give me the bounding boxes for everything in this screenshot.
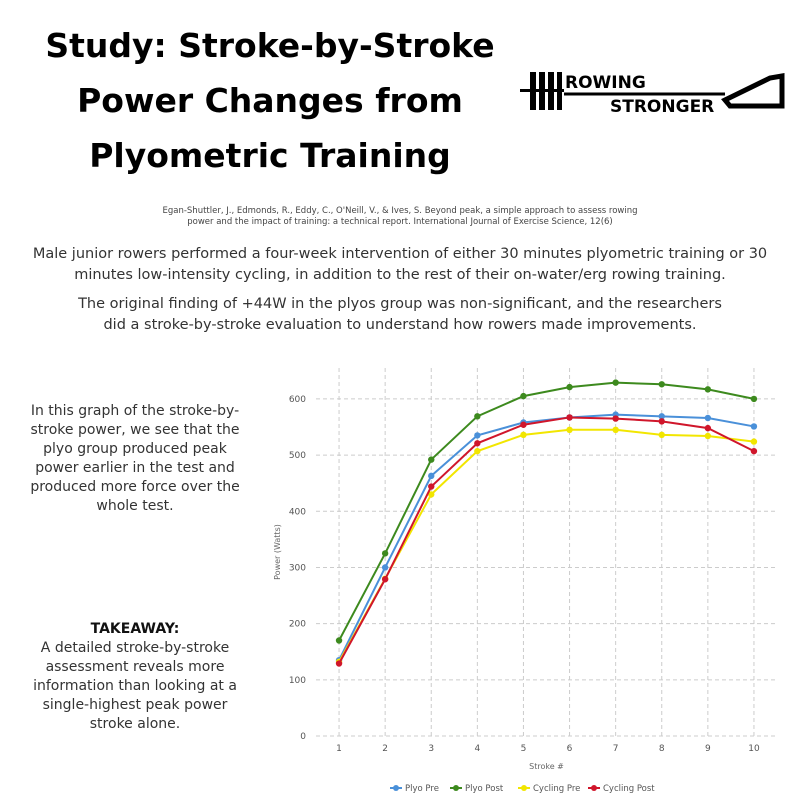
data-point: [520, 392, 527, 400]
y-tick-label: 500: [289, 451, 306, 461]
data-point: [750, 447, 758, 455]
data-point: [658, 381, 665, 388]
legend-item: Cycling Post: [588, 784, 655, 794]
x-tick-label: 7: [613, 744, 619, 754]
legend-swatch: [453, 785, 459, 791]
data-point: [566, 426, 573, 434]
x-tick-label: 8: [659, 744, 665, 754]
x-tick-label: 4: [474, 744, 480, 754]
data-point: [658, 413, 665, 420]
data-point: [612, 379, 619, 386]
logo: ROWING STRONGER: [520, 72, 785, 117]
data-point: [612, 415, 619, 422]
logo-text: ROWING: [565, 73, 646, 93]
logo-text: STRONGER: [610, 97, 714, 117]
paragraph: The original finding of +44W in the plyo…: [78, 296, 722, 333]
side-text: In this graph of the stroke-by-stroke po…: [30, 403, 240, 514]
title: Study: Stroke-by-Stroke Power Changes fr…: [20, 18, 520, 183]
data-point: [704, 432, 712, 440]
x-tick-label: 3: [428, 744, 434, 754]
y-tick-label: 300: [289, 563, 306, 573]
legend-swatch: [521, 785, 527, 791]
data-point: [566, 414, 573, 421]
x-axis-label: Stroke #: [529, 762, 564, 771]
x-tick-label: 5: [521, 744, 527, 754]
legend-swatch: [591, 785, 597, 791]
x-tick-label: 2: [382, 744, 388, 754]
takeaway-text: A detailed stroke-by-stroke assessment r…: [33, 640, 237, 732]
legend-swatch: [393, 785, 399, 791]
data-point: [381, 550, 389, 557]
chart: 0 100 200 300 400 500 600 1 2 3 4 5 6 7 8 9 10 Stroke # Po…: [273, 368, 777, 794]
data-point: [704, 424, 712, 432]
y-tick-label: 100: [289, 676, 306, 686]
data-point: [658, 431, 665, 439]
x-tick-label: 6: [567, 744, 573, 754]
legend-label: Plyo Post: [465, 784, 504, 794]
series-line: [338, 381, 755, 641]
data-point: [750, 395, 758, 403]
logo-bar: [520, 89, 564, 92]
y-tick-label: 200: [289, 620, 306, 630]
data-point: [381, 564, 389, 571]
data-point: [428, 483, 435, 490]
legend-item: Plyo Post: [450, 784, 504, 794]
data-point: [335, 660, 343, 667]
legend-label: Cycling Post: [603, 784, 655, 794]
series-line: [338, 416, 755, 665]
data-point: [520, 421, 527, 428]
legend-item: Cycling Pre: [518, 784, 580, 794]
series-line: [338, 428, 755, 663]
data-point: [474, 432, 481, 439]
citation-line: power and the impact of training: a tech…: [187, 217, 613, 227]
logo-oar: [721, 73, 785, 109]
title-line: Power Changes from: [77, 81, 463, 120]
x-tick-label: 9: [705, 744, 711, 754]
y-axis-label: Power (Watts): [273, 524, 282, 580]
data-point: [335, 637, 343, 644]
data-point: [474, 447, 481, 455]
legend-label: Cycling Pre: [533, 784, 580, 794]
legend-label: Plyo Pre: [405, 784, 439, 794]
data-point: [428, 491, 435, 498]
y-tick-label: 400: [289, 507, 306, 517]
data-point: [520, 431, 527, 439]
title-line: Plyometric Training: [89, 136, 451, 175]
x-tick-label: 1: [336, 744, 342, 754]
series-line: [338, 413, 755, 661]
data-point: [612, 426, 619, 434]
data-point: [658, 418, 665, 425]
data-point: [428, 456, 435, 463]
data-point: [750, 438, 758, 445]
data-point: [474, 413, 481, 420]
legend-item: Plyo Pre: [390, 784, 439, 794]
data-point: [381, 576, 389, 583]
y-tick-label: 600: [289, 395, 306, 405]
data-point: [474, 440, 481, 447]
paragraph: Male junior rowers performed a four-week…: [32, 246, 768, 283]
data-point: [704, 414, 712, 422]
citation: Egan-Shuttler, J., Edmonds, R., Eddy, C.…: [100, 206, 700, 228]
takeaway-heading: TAKEAWAY:: [90, 621, 180, 637]
citation-line: Egan-Shuttler, J., Edmonds, R., Eddy, C.…: [162, 206, 638, 216]
title-line: Study: Stroke-by-Stroke: [45, 26, 495, 65]
data-point: [704, 386, 712, 393]
data-point: [566, 383, 573, 391]
data-point: [428, 472, 435, 480]
y-tick-label: 0: [300, 732, 306, 742]
x-tick-label: 10: [748, 744, 760, 754]
data-point: [750, 423, 758, 430]
